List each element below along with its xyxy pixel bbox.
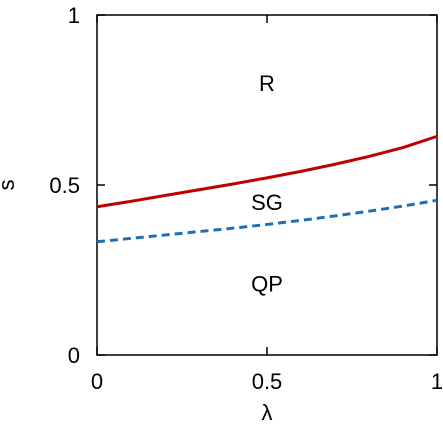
dashed-boundary-line <box>96 198 438 244</box>
region-label-qp: QP <box>251 272 283 297</box>
series-group <box>96 134 438 244</box>
y-axis-label: s <box>0 180 19 191</box>
x-axis-label: λ <box>262 400 273 425</box>
solid-boundary-line <box>96 134 438 209</box>
region-label-sg: SG <box>251 190 283 215</box>
plot-frame <box>96 14 438 356</box>
y-tick-label: 0 <box>68 343 80 368</box>
region-labels: R SG QP <box>251 71 283 297</box>
x-tick-label: 0 <box>91 369 103 394</box>
region-label-r: R <box>259 71 275 96</box>
y-tick-label: 0.5 <box>49 173 80 198</box>
y-tick-label: 1 <box>68 3 80 28</box>
x-tick-label: 0.5 <box>252 369 283 394</box>
tick-group: 0 0.5 1 0 0.5 1 <box>49 3 443 394</box>
x-tick-label: 1 <box>431 369 443 394</box>
